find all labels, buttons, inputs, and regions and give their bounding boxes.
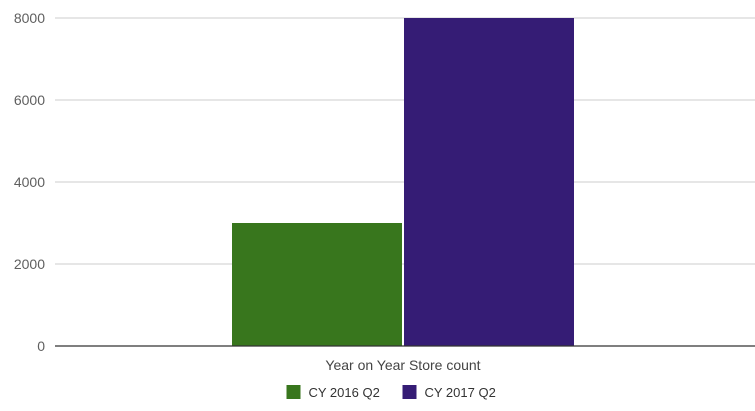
bars: [232, 18, 574, 346]
legend-swatch: [286, 385, 301, 399]
x-axis-category-labels: Year on Year Store count: [325, 357, 480, 373]
y-tick-label: 0: [37, 338, 45, 354]
y-tick-label: 6000: [14, 92, 45, 108]
legend-label: CY 2016 Q2: [309, 385, 380, 400]
legend-item-cy-2017-q2: CY 2017 Q2: [402, 385, 496, 400]
y-tick-label: 8000: [14, 10, 45, 26]
bar-cy-2017-q2: [404, 18, 574, 346]
y-axis-tick-labels: 0 2000 4000 6000 8000: [14, 10, 45, 354]
legend-item-cy-2016-q2: CY 2016 Q2: [286, 385, 380, 400]
legend: CY 2016 Q2 CY 2017 Q2: [286, 385, 496, 400]
legend-swatch: [402, 385, 417, 399]
x-category-label: Year on Year Store count: [325, 357, 480, 373]
bar-cy-2016-q2: [232, 223, 402, 346]
y-tick-label: 2000: [14, 256, 45, 272]
legend-label: CY 2017 Q2: [425, 385, 496, 400]
y-tick-label: 4000: [14, 174, 45, 190]
